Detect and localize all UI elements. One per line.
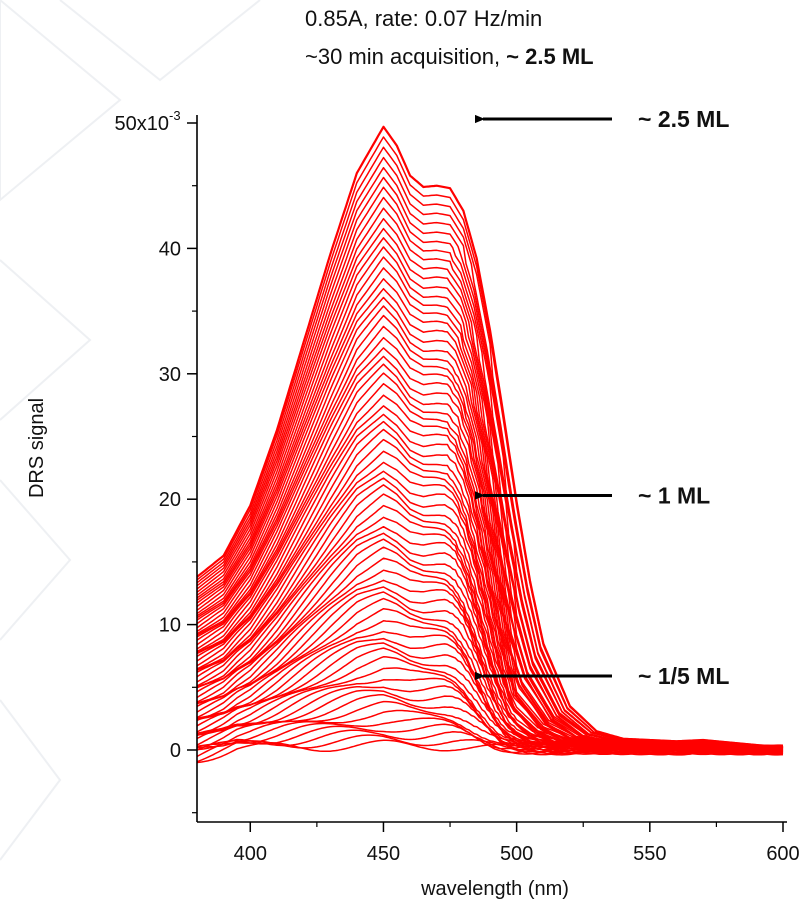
annotation-label: ~ 1 ML xyxy=(638,482,710,508)
spectrum-curve xyxy=(196,597,784,754)
y-tick-label: 40 xyxy=(159,238,181,260)
x-tick-label: 550 xyxy=(633,843,666,865)
x-tick-label: 400 xyxy=(234,843,267,865)
y-axis-title: DRS signal xyxy=(26,398,48,498)
spectrum-curve xyxy=(196,246,783,750)
chart-subtitle-conditions: 0.85A, rate: 0.07 Hz/min xyxy=(305,6,543,31)
y-tick-label: 30 xyxy=(159,364,181,386)
spectrum-curve xyxy=(196,428,784,752)
x-tick-label: 600 xyxy=(766,843,799,865)
x-tick-label: 500 xyxy=(500,843,533,865)
coverage-annotations: ~ 2.5 ML ~ 1 ML ~ 1/5 ML xyxy=(483,106,729,689)
chart-subtitle-acquisition: ~30 min acquisition, ~ 2.5 ML xyxy=(305,44,594,70)
spectrum-curve xyxy=(196,314,784,750)
axes: 0 10 20 30 40 50x10 -3 400 450 500 550 600 wavelengt… xyxy=(26,108,800,900)
x-axis-title: wavelength (nm) xyxy=(420,878,569,900)
spectrum-curve xyxy=(196,546,784,753)
y-tick-label: 0 xyxy=(170,740,181,762)
annotation-label: ~ 2.5 ML xyxy=(638,106,729,132)
y-tick-label: 20 xyxy=(159,489,181,511)
y-tick-label: 10 xyxy=(159,615,181,637)
x-tick-label: 450 xyxy=(367,843,400,865)
spectra-curves xyxy=(196,125,784,764)
annotation-label: ~ 1/5 ML xyxy=(638,663,729,689)
acquisition-coverage: ~ 2.5 ML xyxy=(506,44,594,69)
spectrum-curve xyxy=(196,493,784,752)
y-tick-exponent: -3 xyxy=(169,108,181,123)
y-tick-label: 50x10 xyxy=(115,113,170,135)
spectrum-curve xyxy=(196,372,784,751)
spectrum-curve xyxy=(196,125,784,749)
acquisition-text: ~30 min acquisition, xyxy=(305,44,507,69)
spectrum-curve xyxy=(196,656,784,755)
